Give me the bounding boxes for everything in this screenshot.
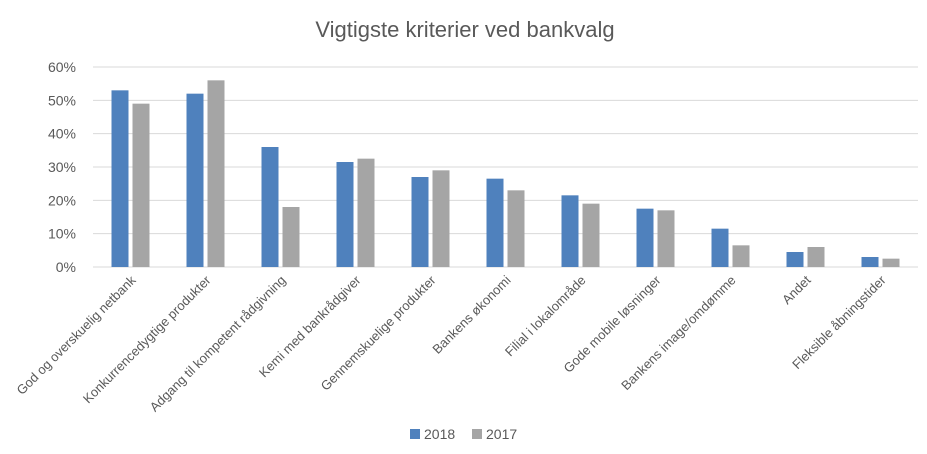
bar-2017: [282, 207, 300, 267]
bar-2017: [132, 103, 150, 268]
bar-2018: [561, 195, 579, 267]
bar-2017: [432, 170, 450, 267]
legend-label: 2017: [486, 426, 517, 442]
bar-2017: [807, 247, 825, 267]
bar-2018: [486, 178, 504, 267]
y-tick-label: 10%: [48, 226, 76, 242]
bar-2018: [786, 252, 804, 267]
bar-2017: [657, 210, 675, 267]
y-tick-label: 0%: [56, 259, 76, 275]
bar-2017: [507, 190, 525, 267]
x-category-label: God og overskuelig netbank: [14, 272, 139, 397]
bar-2017: [732, 245, 750, 267]
y-axis-ticks: 0% 10% 20% 30% 40% 50% 60%: [48, 59, 76, 275]
x-category-label: Adgang til kompetent rådgivning: [147, 273, 289, 415]
gridlines: [93, 66, 918, 268]
bar-2017: [207, 80, 225, 267]
x-category-label: Bankens økonomi: [429, 272, 513, 356]
bar-2017: [357, 158, 375, 267]
legend: 2018 2017: [410, 426, 517, 442]
bar-2017: [882, 258, 900, 267]
bar-2018: [186, 93, 204, 268]
legend-label: 2018: [424, 426, 455, 442]
bar-2018: [711, 228, 729, 267]
y-tick-label: 60%: [48, 59, 76, 75]
y-tick-label: 20%: [48, 192, 76, 208]
x-category-label: Andet: [779, 272, 814, 307]
y-tick-label: 30%: [48, 159, 76, 175]
bar-2018: [261, 147, 279, 267]
bar-2018: [411, 177, 429, 267]
y-tick-label: 40%: [48, 126, 76, 142]
x-category-label: Filial i lokalområde: [502, 273, 589, 360]
legend-swatch-2017: [472, 429, 482, 439]
bar-2018: [111, 90, 129, 267]
bar-2017: [582, 203, 600, 267]
bars: [111, 80, 900, 268]
bar-2018: [336, 162, 354, 267]
chart-title: Vigtigste kriterier ved bankvalg: [315, 17, 614, 42]
bar-2018: [861, 257, 879, 267]
legend-swatch-2018: [410, 429, 420, 439]
x-axis-categories: God og overskuelig netbankKonkurrencedyg…: [14, 272, 890, 414]
x-category-label: Konkurrencedygtige produkter: [80, 272, 214, 406]
y-tick-label: 50%: [48, 92, 76, 108]
bar-2018: [636, 208, 654, 267]
